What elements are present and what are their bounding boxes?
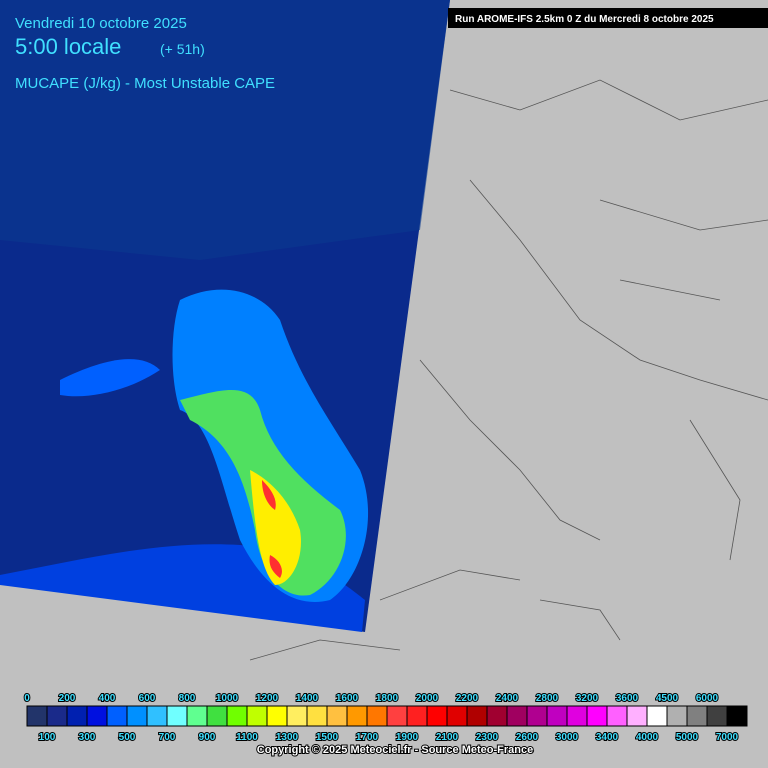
- legend-label: 1600: [336, 693, 359, 704]
- legend-swatch: [66, 705, 88, 727]
- legend-swatch: [566, 705, 588, 727]
- legend-swatch: [106, 705, 128, 727]
- legend-label: 1800: [376, 693, 399, 704]
- legend-swatch: [466, 705, 488, 727]
- date: Vendredi 10 octobre 2025: [15, 15, 187, 32]
- legend-label: 2400: [496, 693, 519, 704]
- legend-swatch: [206, 705, 228, 727]
- legend-label: 4500: [656, 693, 679, 704]
- legend-swatch: [246, 705, 268, 727]
- legend-swatch: [126, 705, 148, 727]
- legend-swatch: [166, 705, 188, 727]
- offset: (+ 51h): [160, 41, 205, 57]
- legend-swatch: [506, 705, 528, 727]
- legend-swatch: [286, 705, 308, 727]
- legend-swatch: [426, 705, 448, 727]
- legend-swatch: [346, 705, 368, 727]
- legend-swatch: [186, 705, 208, 727]
- legend-swatch: [146, 705, 168, 727]
- legend-label: 0: [24, 693, 30, 704]
- legend-label: 1900: [396, 732, 419, 743]
- legend-label: 2600: [516, 732, 539, 743]
- legend-label: 2300: [476, 732, 499, 743]
- legend-swatch: [666, 705, 688, 727]
- legend-swatch: [266, 705, 288, 727]
- legend-label: 400: [99, 693, 116, 704]
- legend-swatch: [306, 705, 328, 727]
- legend-label: 2100: [436, 732, 459, 743]
- legend-label: 2800: [536, 693, 559, 704]
- legend-label: 1400: [296, 693, 319, 704]
- legend-label: 300: [79, 732, 96, 743]
- cape-area-6: [60, 359, 160, 397]
- coastlines: [249, 79, 768, 661]
- legend-swatch: [546, 705, 568, 727]
- run-info: Run AROME-IFS 2.5km 0 Z du Mercredi 8 oc…: [455, 14, 714, 25]
- legend-swatch: [606, 705, 628, 727]
- legend-swatch: [486, 705, 508, 727]
- legend-label: 6000: [696, 693, 719, 704]
- legend-swatch: [726, 705, 748, 727]
- legend-label: 700: [159, 732, 176, 743]
- legend-swatch: [46, 705, 68, 727]
- legend-swatch: [406, 705, 428, 727]
- legend-label: 3000: [556, 732, 579, 743]
- legend-label: 600: [139, 693, 156, 704]
- legend-swatch: [386, 705, 408, 727]
- legend-swatch: [326, 705, 348, 727]
- legend-label: 5000: [676, 732, 699, 743]
- cape-area-5: [262, 480, 282, 578]
- legend-label: 100: [39, 732, 56, 743]
- legend-label: 3200: [576, 693, 599, 704]
- legend-label: 500: [119, 732, 136, 743]
- parameter: MUCAPE (J/kg) - Most Unstable CAPE: [15, 75, 275, 92]
- legend-label: 2000: [416, 693, 439, 704]
- legend-swatch: [526, 705, 548, 727]
- legend-label: 3400: [596, 732, 619, 743]
- borders: [249, 79, 768, 661]
- legend-label: 1500: [316, 732, 339, 743]
- legend-swatch: [366, 705, 388, 727]
- cape-area-4: [250, 470, 301, 585]
- run-box: [448, 8, 768, 28]
- legend-swatch: [686, 705, 708, 727]
- legend-swatch: [706, 705, 728, 727]
- legend-label: 3600: [616, 693, 639, 704]
- legend-label: 1300: [276, 732, 299, 743]
- legend-label: 900: [199, 732, 216, 743]
- legend-label: 1700: [356, 732, 379, 743]
- legend-swatch: [646, 705, 668, 727]
- legend-swatch: [26, 705, 48, 727]
- legend-label: 1200: [256, 693, 279, 704]
- legend-label: 4000: [636, 732, 659, 743]
- legend-label: 200: [59, 693, 76, 704]
- legend-swatch: [86, 705, 108, 727]
- legend-swatch: [586, 705, 608, 727]
- copyright: Copyright © 2025 Meteociel.fr - Source M…: [257, 744, 533, 756]
- time: 5:00 locale: [15, 34, 121, 59]
- legend-label: 1000: [216, 693, 239, 704]
- legend-swatch: [226, 705, 248, 727]
- legend-label: 7000: [716, 732, 739, 743]
- legend-label: 800: [179, 693, 196, 704]
- legend: 0 100 200 300 400 500 600 700 800 900 1000 1100 1200…: [23, 692, 748, 744]
- legend-label: 2200: [456, 693, 479, 704]
- legend-swatch: [626, 705, 648, 727]
- legend-label: 1100: [236, 732, 258, 743]
- legend-swatch: [446, 705, 468, 727]
- low-cape-area: [0, 0, 450, 260]
